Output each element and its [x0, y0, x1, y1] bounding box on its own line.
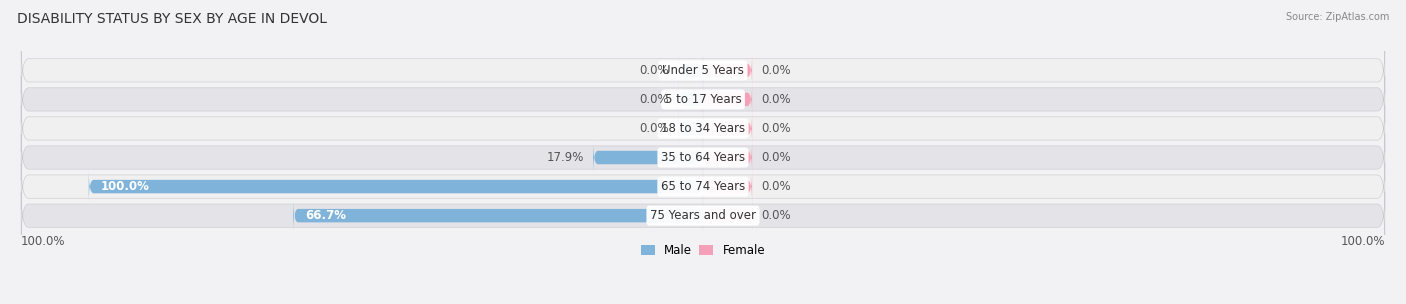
FancyBboxPatch shape [21, 192, 1385, 239]
FancyBboxPatch shape [679, 83, 703, 116]
FancyBboxPatch shape [703, 141, 752, 174]
Text: 100.0%: 100.0% [1340, 234, 1385, 247]
FancyBboxPatch shape [21, 134, 1385, 181]
Text: 0.0%: 0.0% [762, 93, 792, 106]
Text: 0.0%: 0.0% [640, 122, 669, 135]
FancyBboxPatch shape [703, 170, 752, 203]
Text: 66.7%: 66.7% [305, 209, 346, 222]
FancyBboxPatch shape [703, 112, 752, 145]
FancyBboxPatch shape [679, 112, 703, 145]
FancyBboxPatch shape [294, 199, 703, 232]
FancyBboxPatch shape [21, 105, 1385, 152]
Text: DISABILITY STATUS BY SEX BY AGE IN DEVOL: DISABILITY STATUS BY SEX BY AGE IN DEVOL [17, 12, 326, 26]
FancyBboxPatch shape [679, 54, 703, 87]
Legend: Male, Female: Male, Female [636, 239, 770, 261]
Text: 17.9%: 17.9% [547, 151, 583, 164]
Text: 0.0%: 0.0% [762, 122, 792, 135]
FancyBboxPatch shape [21, 47, 1385, 94]
Text: 0.0%: 0.0% [762, 64, 792, 77]
Text: 100.0%: 100.0% [21, 234, 66, 247]
FancyBboxPatch shape [21, 76, 1385, 123]
FancyBboxPatch shape [703, 83, 752, 116]
Text: 100.0%: 100.0% [101, 180, 150, 193]
FancyBboxPatch shape [21, 163, 1385, 210]
Text: 18 to 34 Years: 18 to 34 Years [661, 122, 745, 135]
FancyBboxPatch shape [593, 141, 703, 174]
Text: 0.0%: 0.0% [640, 93, 669, 106]
Text: 75 Years and over: 75 Years and over [650, 209, 756, 222]
Text: Source: ZipAtlas.com: Source: ZipAtlas.com [1285, 12, 1389, 22]
FancyBboxPatch shape [703, 54, 752, 87]
Text: 0.0%: 0.0% [762, 180, 792, 193]
Text: Under 5 Years: Under 5 Years [662, 64, 744, 77]
Text: 5 to 17 Years: 5 to 17 Years [665, 93, 741, 106]
Text: 0.0%: 0.0% [640, 64, 669, 77]
Text: 0.0%: 0.0% [762, 209, 792, 222]
Text: 65 to 74 Years: 65 to 74 Years [661, 180, 745, 193]
Text: 0.0%: 0.0% [762, 151, 792, 164]
FancyBboxPatch shape [703, 199, 752, 232]
Text: 35 to 64 Years: 35 to 64 Years [661, 151, 745, 164]
FancyBboxPatch shape [89, 170, 703, 203]
